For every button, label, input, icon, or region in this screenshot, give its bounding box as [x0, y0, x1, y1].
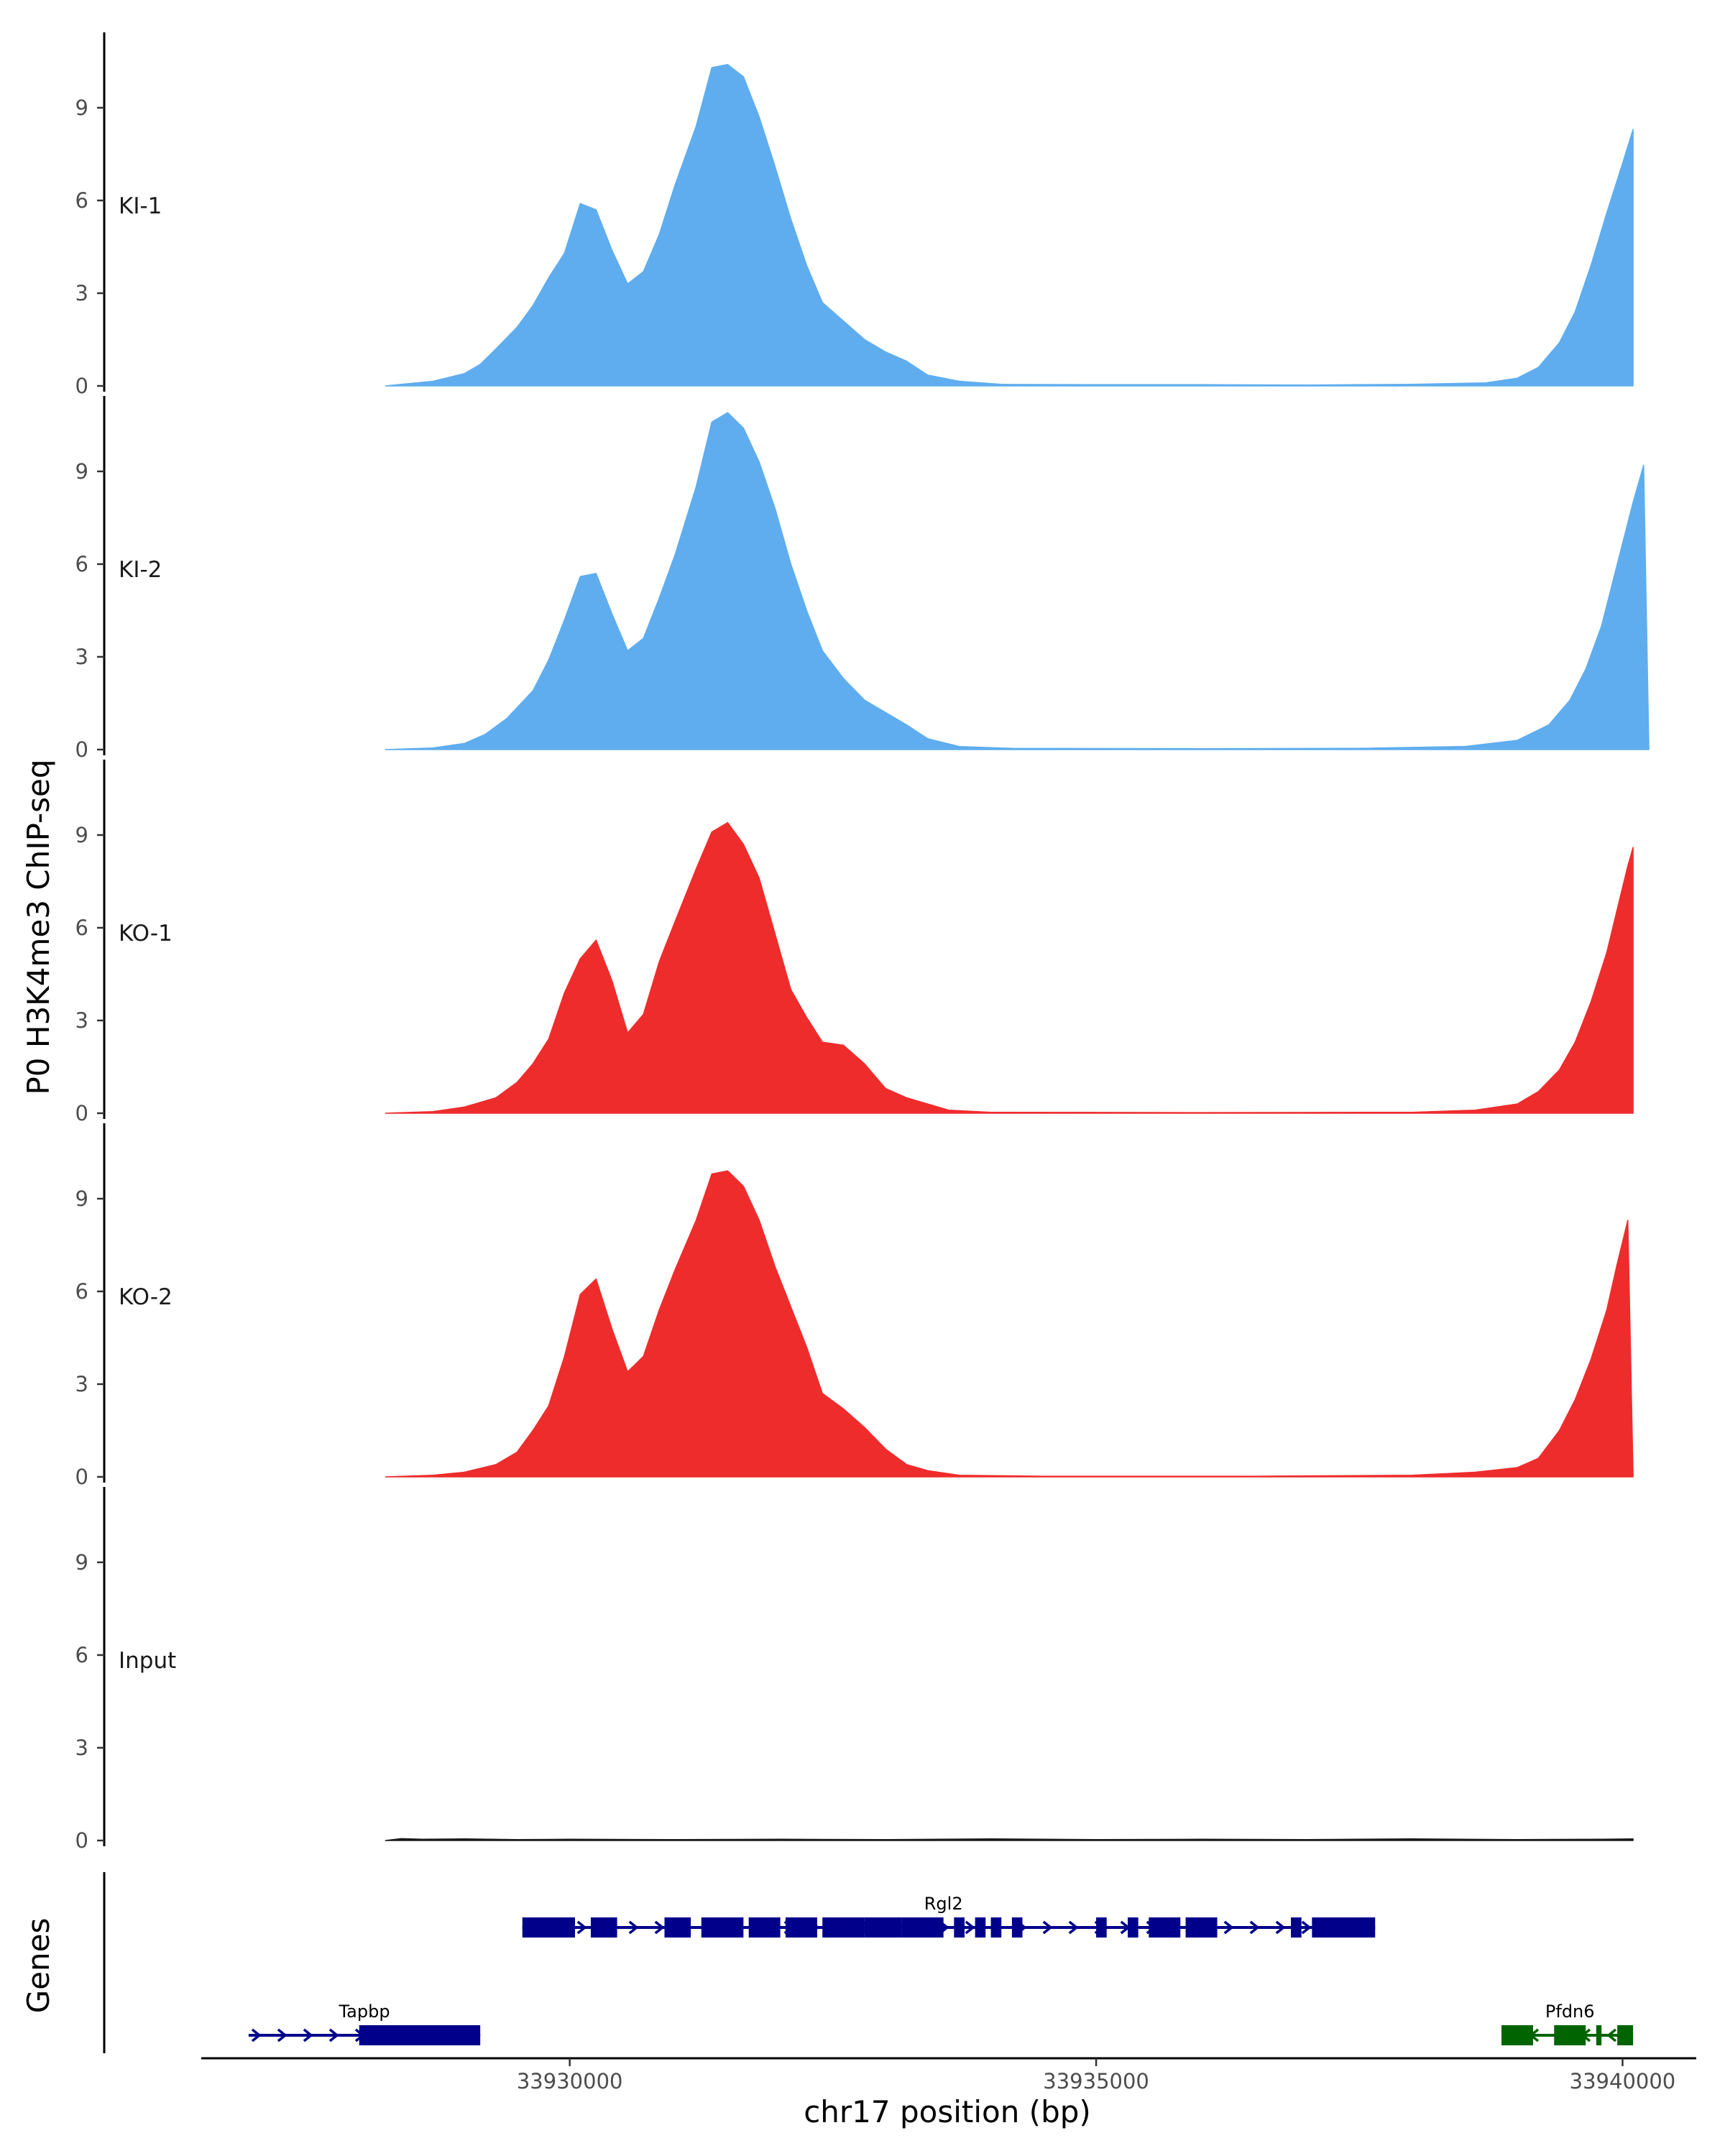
strand-chevron-icon: [251, 2028, 262, 2042]
track-label: KI-2: [119, 557, 162, 583]
exon: [785, 1917, 817, 1938]
y-tick-label: 9: [75, 459, 88, 484]
exon: [359, 2025, 481, 2045]
gene-pfdn6: Pfdn6: [1501, 2001, 1634, 2045]
y-tick-label: 9: [75, 1550, 88, 1575]
strand-chevron-icon: [1068, 1920, 1079, 1935]
y-tick-label: 3: [75, 1736, 88, 1760]
track-panel-ko-1: 0 3 6 9 KO-1: [75, 760, 1634, 1125]
exon: [1185, 1917, 1218, 1938]
track-panel-ki-1: 0 3 6 9 KI-1: [75, 32, 1634, 398]
x-tick-label: 33930000: [517, 2069, 623, 2093]
y-tick-label: 6: [75, 188, 88, 213]
y-tick-label: 6: [75, 552, 88, 576]
track-label: KO-1: [119, 921, 172, 946]
y-tick-label: 9: [75, 823, 88, 847]
exon: [1096, 1917, 1107, 1938]
y-tick-label: 9: [75, 1187, 88, 1211]
track-label: KI-1: [119, 193, 162, 219]
y-tick-label: 0: [75, 1465, 88, 1489]
y-tick-label: 6: [75, 1279, 88, 1304]
y-tick-label: 3: [75, 281, 88, 305]
exon: [864, 1917, 902, 1938]
y-tick-label: 0: [75, 737, 88, 762]
exon: [901, 1917, 944, 1938]
exon: [522, 1917, 575, 1938]
strand-chevron-icon: [965, 1920, 975, 1935]
y-tick-label: 9: [75, 96, 88, 120]
y-tick-label: 3: [75, 1008, 88, 1033]
exon: [1149, 1917, 1181, 1938]
strand-chevron-icon: [1606, 2028, 1617, 2042]
y-tick-label: 6: [75, 916, 88, 940]
strand-chevron-icon: [277, 2028, 288, 2042]
y-tick-label: 3: [75, 645, 88, 669]
gene-label: Pfdn6: [1545, 2001, 1595, 2022]
exon: [664, 1917, 691, 1938]
coverage-area-input: [385, 1838, 1634, 1841]
strand-chevron-icon: [1042, 1920, 1053, 1935]
exon: [1554, 2025, 1586, 2045]
x-tick-label: 33935000: [1043, 2069, 1149, 2093]
exon: [701, 1917, 744, 1938]
strand-chevron-icon: [1275, 1920, 1286, 1935]
exon: [975, 1917, 986, 1938]
strand-chevron-icon: [654, 1920, 665, 1935]
coverage-area-ki-1: [385, 63, 1634, 387]
exon: [748, 1917, 781, 1938]
exon: [590, 1917, 617, 1938]
gene-label: Tapbp: [338, 2001, 390, 2022]
y-tick-label: 6: [75, 1643, 88, 1667]
exon: [822, 1917, 865, 1938]
exon: [1128, 1917, 1138, 1938]
strand-chevron-icon: [328, 2028, 339, 2042]
coverage-area-ko-2: [385, 1170, 1634, 1478]
tracks-layer: 0 3 6 9 KI-1 0 3 6 9 KI-2 0 3 6 9 KO-1 0 3 6 9 KO-2 0 3 6 9 Inpu…: [75, 32, 1650, 1853]
coverage-area-ko-1: [385, 821, 1634, 1114]
exon: [1501, 2025, 1533, 2045]
strand-chevron-icon: [1249, 1920, 1260, 1935]
strand-chevron-icon: [576, 1920, 587, 1935]
y-tick-label: 0: [75, 1101, 88, 1125]
strand-chevron-icon: [303, 2028, 313, 2042]
track-panel-ko-2: 0 3 6 9 KO-2: [75, 1123, 1634, 1489]
exon: [1291, 1917, 1302, 1938]
exon: [1011, 1917, 1023, 1938]
strand-chevron-icon: [1301, 1920, 1312, 1935]
exon: [1617, 2025, 1634, 2045]
genes-layer: Rgl2 Tapbp Pfdn6: [103, 1872, 1634, 2053]
track-label: KO-2: [119, 1284, 172, 1310]
exon: [990, 1917, 1002, 1938]
coverage-area-ki-2: [385, 412, 1650, 750]
track-panel-input: 0 3 6 9 Input: [75, 1487, 1634, 1853]
x-axis: 33930000 33935000 33940000: [201, 2057, 1696, 2093]
x-tick-label: 33940000: [1570, 2069, 1676, 2093]
exon: [1312, 1917, 1376, 1938]
gene-rgl2: Rgl2: [522, 1894, 1376, 1938]
x-axis-title: chr17 position (bp): [804, 2094, 1091, 2129]
track-panel-ki-2: 0 3 6 9 KI-2: [75, 396, 1650, 762]
y-tick-label: 3: [75, 1372, 88, 1396]
track-label: Input: [119, 1648, 176, 1674]
gene-tapbp: Tapbp: [248, 2001, 481, 2045]
strand-chevron-icon: [1223, 1920, 1234, 1935]
exon: [1596, 2025, 1602, 2045]
y-axis-title: P0 H3K4me3 ChIP-seq: [21, 759, 56, 1095]
gene-label: Rgl2: [924, 1894, 963, 1914]
genes-axis-title: Genes: [21, 1918, 56, 2014]
y-tick-label: 0: [75, 1828, 88, 1853]
strand-chevron-icon: [628, 1920, 639, 1935]
exon: [954, 1917, 965, 1938]
y-tick-label: 0: [75, 374, 88, 398]
